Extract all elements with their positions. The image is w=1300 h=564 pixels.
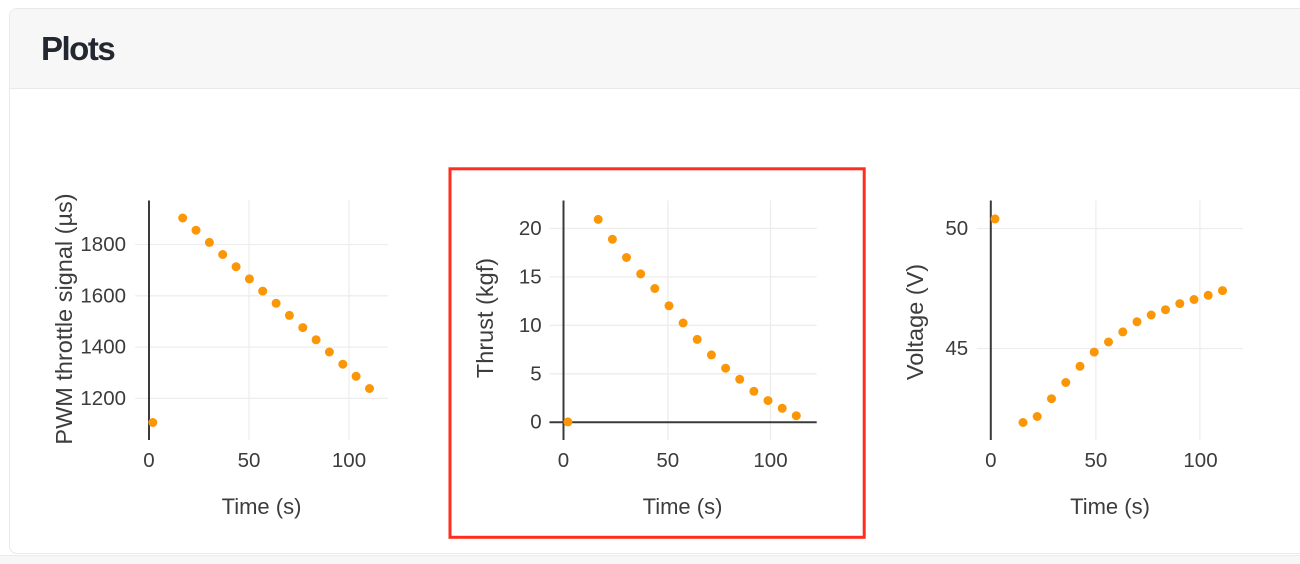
svg-text:Time (s): Time (s) [643,494,723,519]
svg-text:PWM throttle signal (µs): PWM throttle signal (µs) [51,193,77,444]
svg-text:Time (s): Time (s) [1070,494,1150,519]
svg-text:Time (s): Time (s) [222,494,302,519]
svg-text:100: 100 [332,449,366,472]
svg-text:50: 50 [238,449,261,472]
svg-text:10: 10 [519,314,542,337]
svg-text:5: 5 [530,362,541,385]
svg-text:15: 15 [519,265,542,288]
svg-text:45: 45 [945,337,968,360]
svg-text:1800: 1800 [80,233,126,256]
svg-text:1600: 1600 [80,284,126,307]
svg-text:50: 50 [1084,449,1107,472]
svg-text:0: 0 [143,449,154,472]
svg-text:20: 20 [519,217,542,240]
svg-text:50: 50 [656,449,679,472]
svg-text:100: 100 [1183,449,1217,472]
svg-text:0: 0 [530,411,541,434]
svg-text:1200: 1200 [80,387,126,410]
svg-text:1400: 1400 [80,336,126,359]
svg-text:0: 0 [558,449,569,472]
svg-text:Voltage (V): Voltage (V) [902,264,928,380]
svg-text:50: 50 [945,217,968,240]
svg-text:0: 0 [985,449,996,472]
svg-text:100: 100 [753,449,787,472]
svg-text:Thrust (kgf): Thrust (kgf) [472,258,498,378]
